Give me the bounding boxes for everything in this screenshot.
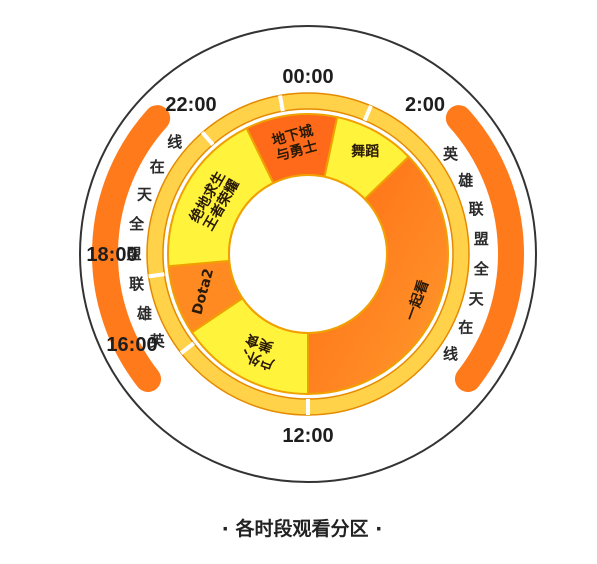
- time-label-2200: 22:00: [165, 94, 216, 116]
- left-side-char: 英: [150, 332, 166, 350]
- segment-label-line: 舞蹈: [351, 143, 379, 160]
- time-label-1200: 12:00: [282, 425, 333, 447]
- right-side-char: 全: [473, 260, 490, 278]
- outer-ring-divider: [200, 131, 215, 146]
- outer-ring-divider: [278, 95, 285, 112]
- time-label-0000: 00:00: [282, 66, 333, 88]
- right-side-char: 联: [469, 200, 485, 218]
- outer-ring-divider: [362, 105, 373, 122]
- left-decor-arc: [92, 105, 171, 392]
- right-decor-arc: [445, 105, 524, 392]
- right-side-char: 天: [469, 290, 485, 308]
- left-side-char: 线: [167, 133, 182, 151]
- time-label-0200: 2:00: [405, 94, 445, 116]
- outer-ring-dividers: [148, 95, 373, 415]
- caption: · 各时段观看分区 ·: [222, 517, 383, 540]
- right-side-char: 英: [443, 145, 459, 163]
- left-side-char: 盟: [126, 245, 141, 263]
- right-side-char: 雄: [457, 172, 473, 190]
- time-label-1800: 18:00: [86, 244, 137, 266]
- outer-ring-divider: [148, 272, 165, 279]
- right-side-char: 盟: [474, 230, 489, 248]
- center-hole: [228, 174, 388, 334]
- left-side-char: 在: [150, 158, 165, 176]
- segment-label-dance: 舞蹈: [351, 143, 379, 160]
- outer-ring-divider: [179, 341, 195, 355]
- outer-clock-circle: [79, 25, 537, 483]
- left-side-char: 雄: [136, 305, 152, 323]
- time-label-1600: 16:00: [106, 334, 157, 356]
- left-side-char: 天: [137, 186, 153, 204]
- right-side-char: 在: [458, 319, 473, 337]
- left-side-char: 全: [128, 215, 145, 233]
- left-side-char: 联: [129, 275, 145, 293]
- right-side-char: 线: [443, 345, 458, 363]
